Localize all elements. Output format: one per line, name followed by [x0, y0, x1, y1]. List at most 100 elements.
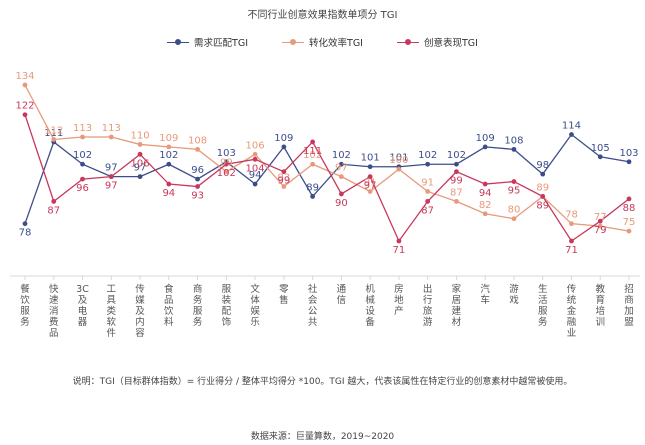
data-label: 91 [421, 177, 434, 188]
data-point [310, 161, 316, 167]
data-label: 102 [217, 168, 236, 179]
x-tick-label: 快速消费品 [49, 283, 59, 339]
series-line [24, 84, 630, 232]
x-tick-label: 传统金融业 [567, 283, 577, 339]
data-point [80, 176, 85, 182]
data-label: 113 [73, 123, 92, 134]
data-label: 71 [565, 245, 578, 256]
data-label: 112 [44, 125, 63, 136]
data-point [338, 191, 344, 197]
data-point [367, 164, 373, 170]
data-label: 89 [536, 200, 549, 211]
data-label: 88 [623, 203, 636, 214]
data-label: 122 [15, 101, 34, 112]
data-label: 99 [450, 176, 463, 187]
data-label: 101 [389, 153, 408, 164]
data-point [626, 196, 632, 202]
data-label: 106 [246, 140, 265, 151]
data-label: 98 [536, 160, 549, 171]
data-label: 97 [105, 181, 118, 192]
data-label: 109 [274, 133, 293, 144]
legend-item-demand: 需求匹配TGI [167, 35, 248, 49]
legend: 需求匹配TGI 转化效率TGI 创意表现TGI [0, 35, 645, 49]
data-label: 114 [562, 121, 581, 132]
data-label: 108 [504, 135, 523, 146]
data-label: 79 [594, 225, 607, 236]
data-label: 111 [44, 128, 63, 139]
x-tick-label: 房地产 [394, 283, 404, 317]
x-tick-label: 通信 [337, 284, 347, 306]
data-label: 134 [15, 71, 34, 82]
data-label: 89 [306, 182, 319, 193]
data-label: 101 [361, 153, 380, 164]
data-label: 94 [249, 170, 262, 181]
data-point [540, 171, 546, 177]
x-tick-label: 汽车 [480, 283, 490, 306]
data-label: 89 [536, 182, 549, 193]
data-label: 78 [19, 228, 32, 239]
data-point [166, 181, 172, 187]
data-point [22, 112, 28, 118]
data-point [511, 216, 517, 222]
data-point [569, 132, 574, 137]
data-point [195, 146, 200, 152]
data-label: 94 [162, 188, 175, 199]
data-point [166, 144, 172, 150]
x-tick-label: 服装配饰 [222, 284, 232, 328]
data-point [252, 151, 258, 157]
data-label: 111 [303, 146, 322, 157]
data-label: 113 [102, 123, 121, 134]
data-point [195, 176, 200, 182]
data-point [22, 221, 28, 227]
data-label: 97 [335, 163, 348, 174]
data-point [396, 238, 402, 244]
data-label: 110 [131, 130, 150, 141]
data-point [367, 189, 373, 194]
data-label: 102 [159, 150, 178, 161]
data-point [425, 198, 431, 204]
x-tick-label: 工具类软件 [107, 284, 117, 339]
data-label: 104 [246, 163, 265, 174]
x-tick-label: 文体娱乐 [250, 283, 260, 328]
data-label: 91 [364, 177, 377, 188]
data-point [569, 238, 574, 244]
data-point [252, 156, 258, 162]
x-tick-label: 食品饮料 [164, 283, 174, 328]
data-point [511, 179, 517, 184]
data-label: 102 [418, 150, 437, 161]
data-label: 71 [393, 245, 406, 256]
chart-note: 说明：TGI（目标群体指数）= 行业得分 / 整体平均得分 *100。TGI 越… [72, 377, 573, 387]
data-point [195, 184, 200, 189]
data-point [396, 166, 402, 172]
data-point [137, 142, 143, 147]
data-label: 97 [134, 163, 147, 174]
data-point [51, 198, 57, 204]
series-line [24, 114, 630, 243]
legend-swatch-creative [396, 37, 419, 47]
data-label: 102 [303, 150, 322, 161]
data-label: 99 [220, 158, 233, 169]
data-point [540, 194, 546, 199]
data-label: 103 [619, 148, 638, 159]
data-point [367, 174, 373, 180]
chart-source: 数据来源：巨量算数，2019~2020 [250, 432, 395, 442]
x-tick-label: 游戏 [509, 283, 519, 306]
data-point [252, 181, 258, 187]
x-tick-label: 机械设备 [365, 283, 375, 328]
data-label: 103 [217, 148, 236, 159]
data-label: 97 [105, 163, 118, 174]
data-point [310, 194, 316, 199]
data-label: 105 [591, 143, 610, 154]
data-label: 108 [188, 135, 207, 146]
data-point [626, 228, 632, 234]
data-point [425, 161, 431, 167]
data-point [223, 161, 229, 167]
data-label: 82 [479, 200, 492, 211]
data-label: 90 [335, 198, 348, 209]
data-point [626, 159, 632, 165]
legend-item-creative: 创意表现TGI [396, 35, 478, 49]
legend-swatch-conversion [282, 37, 305, 47]
data-label: 80 [508, 205, 521, 216]
data-point [482, 211, 488, 217]
data-label: 109 [159, 133, 178, 144]
